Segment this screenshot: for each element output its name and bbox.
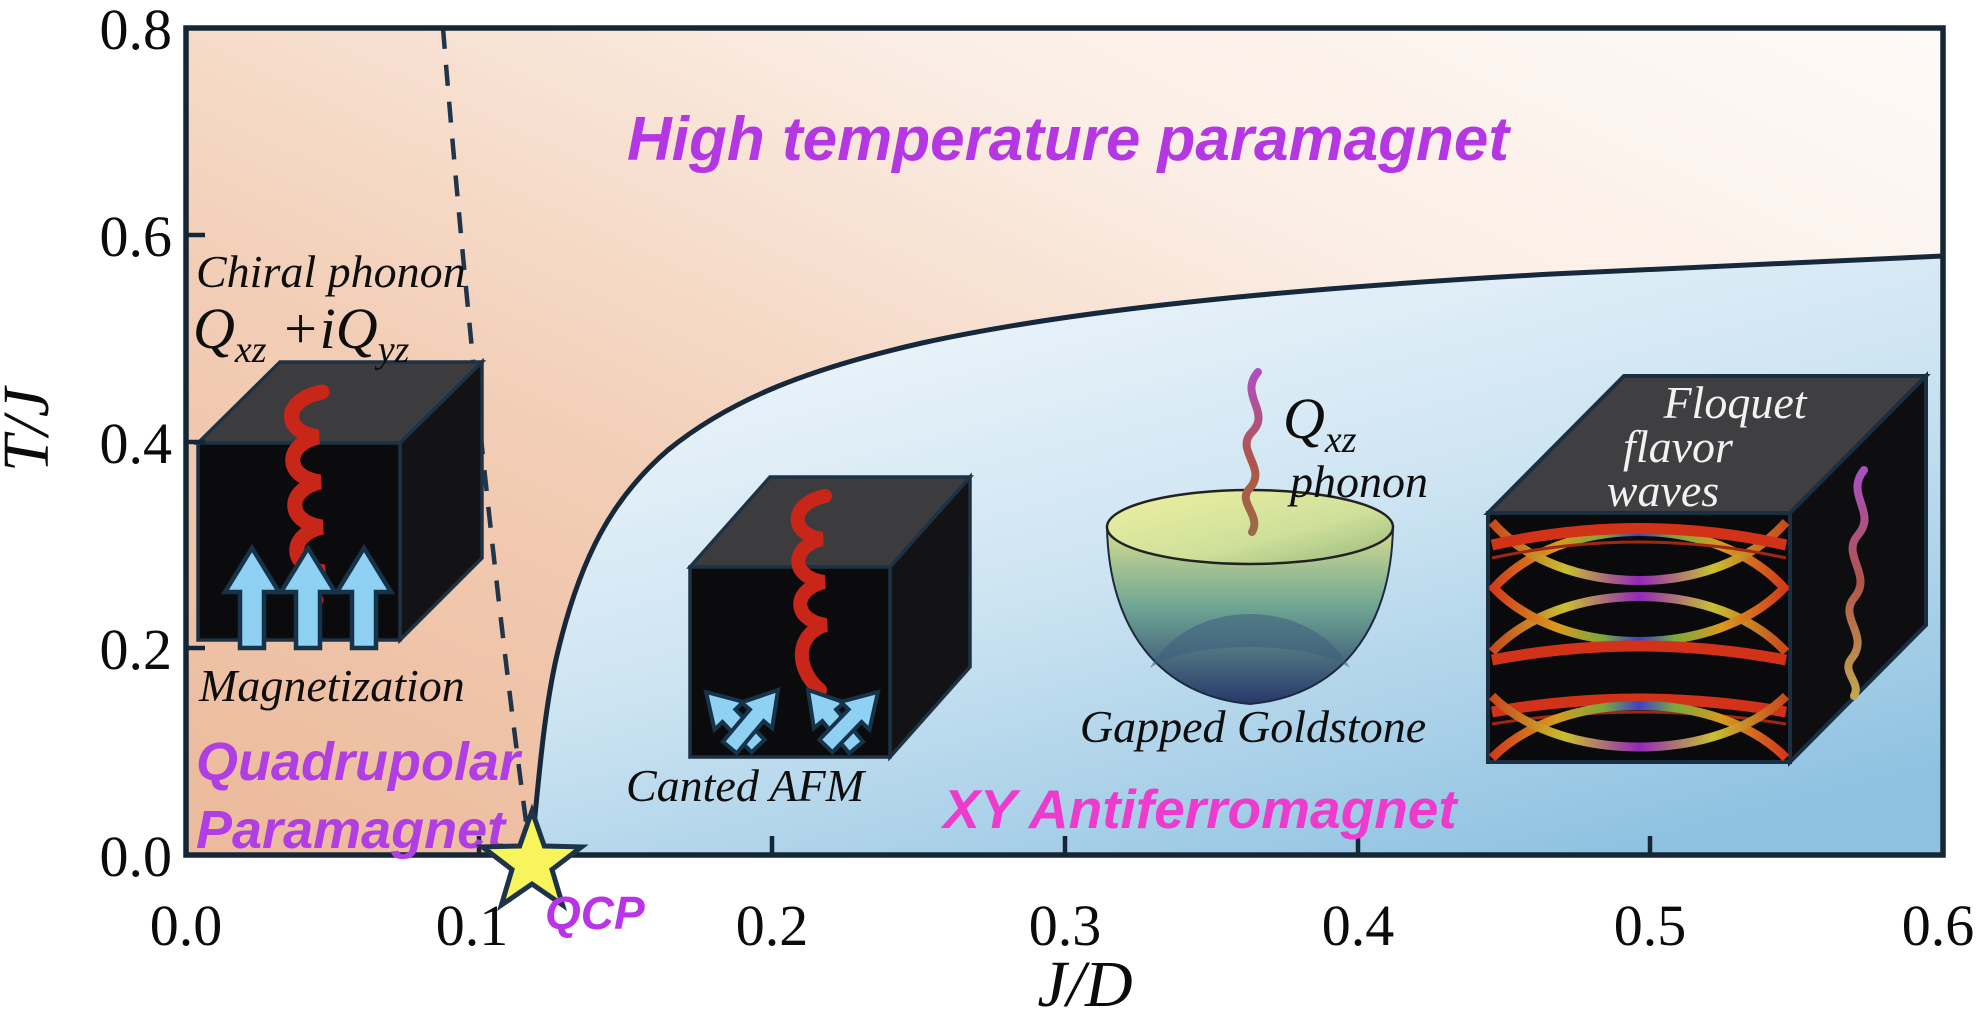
y-tick-0.2: 0.2 [100, 617, 173, 682]
floquet-label-line2: flavor [1623, 421, 1734, 472]
high-temp-paramagnet-label: High temperature paramagnet [627, 105, 1511, 174]
xy-antiferromagnet-label: XY Antiferromagnet [940, 778, 1459, 840]
floquet-label-line1: Floquet [1662, 377, 1807, 428]
x-tick-0.3: 0.3 [1029, 893, 1102, 958]
qcp-star-icon [475, 803, 589, 912]
magnetization-arrows-icon [220, 543, 396, 651]
y-axis-title: T/J [0, 385, 63, 472]
qxz-phonon-squiggle-icon [1241, 368, 1263, 536]
canted-spin-arrows-icon [703, 687, 881, 757]
floquet-label-line3: waves [1607, 465, 1719, 516]
y-tick-labels: 0.8 0.6 0.4 0.2 0.0 [100, 0, 173, 889]
x-tick-0.4: 0.4 [1322, 893, 1395, 958]
red-spiral-icon [790, 489, 832, 697]
x-tick-0.0: 0.0 [150, 893, 223, 958]
phase-boundary-curve [528, 253, 1944, 856]
chiral-phonon-formula: Qxz +iQyz [193, 296, 410, 371]
x-tick-0.2: 0.2 [736, 893, 809, 958]
axis-ticks [186, 232, 1653, 855]
y-tick-0.6: 0.6 [100, 204, 173, 269]
x-tick-0.5: 0.5 [1614, 893, 1687, 958]
x-tick-0.6: 0.6 [1902, 893, 1975, 958]
qxz-phonon-label-line2: phonon [1287, 456, 1428, 507]
goldstone-potential-icon [1105, 368, 1395, 706]
magnetization-label: Magnetization [198, 660, 465, 711]
chiral-phonon-label: Chiral phonon [196, 246, 466, 297]
double-well-hump [1150, 614, 1350, 668]
y-tick-0.4: 0.4 [100, 411, 173, 476]
canted-afm-label: Canted AFM [626, 760, 867, 811]
qxz-phonon-label-line1: Qxz [1283, 386, 1357, 461]
gapped-goldstone-label: Gapped Goldstone [1080, 701, 1426, 752]
y-tick-0.0: 0.0 [100, 824, 173, 889]
x-axis-title: J/D [1037, 948, 1132, 1021]
x-tick-0.1: 0.1 [436, 893, 509, 958]
floquet-cube-icon: Floquet flavor waves [1483, 371, 1931, 767]
dashed-crossover-line [440, 27, 534, 859]
flavor-wave-bands-icon [1488, 519, 1790, 762]
quadrupolar-label-line2: Paramagnet [196, 800, 507, 860]
qcp-label: QCP [545, 887, 645, 939]
y-tick-0.8: 0.8 [100, 0, 173, 62]
side-phonon-squiggle-icon [1844, 466, 1869, 700]
canted-afm-cube-icon [686, 472, 974, 762]
x-tick-labels: 0.0 0.1 0.2 0.3 0.4 0.5 0.6 [150, 893, 1975, 958]
quadrupolar-label-line1: Quadrupolar [196, 732, 523, 792]
chiral-phonon-cube-icon [193, 357, 487, 651]
